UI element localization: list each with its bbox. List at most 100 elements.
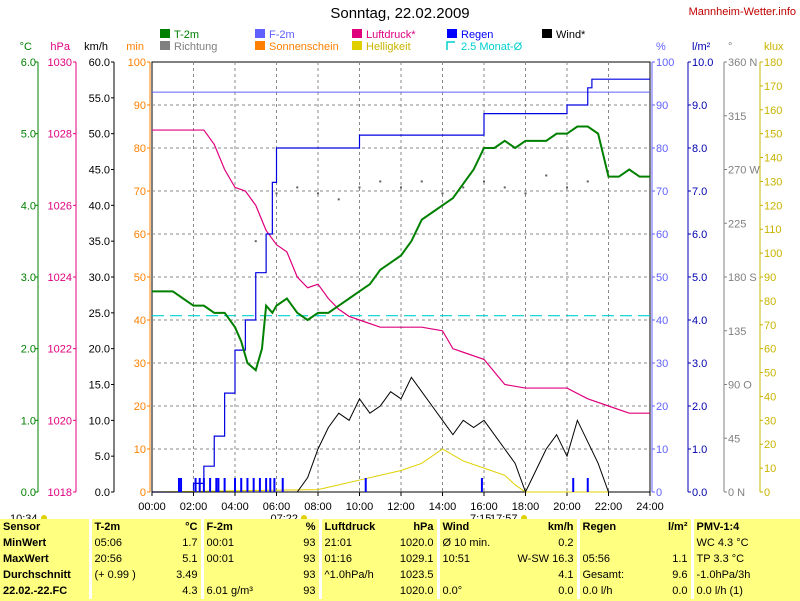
time-tick-label: 14:00 (429, 501, 457, 513)
tick-label-sunmin: 40 (134, 315, 146, 327)
tick-label-lux: 60 (764, 344, 776, 356)
stats-value: 3.49 (176, 569, 198, 581)
time-tick-label: 16:00 (470, 501, 498, 513)
tick-label-humidity: 40 (656, 315, 668, 327)
tick-label-pressure: 1028 (48, 129, 72, 141)
wind-direction-point (545, 174, 548, 177)
tick-label-humidity: 20 (656, 401, 668, 413)
tick-label-wind: 40.0 (89, 200, 110, 212)
tick-label-rain: 8.0 (692, 143, 707, 155)
stats-value: 1.1 (672, 553, 688, 565)
wind-direction-point (503, 186, 506, 189)
legend-label: 2.5 Monat-Ø (461, 41, 523, 53)
tick-label-humidity: 50 (656, 272, 668, 284)
stats-value: 0.2 (558, 537, 574, 549)
mid-label: 7:15 (470, 513, 491, 519)
stats-header: F-2m (200, 519, 264, 535)
legend-label: Regen (461, 29, 493, 41)
tick-label-lux: 40 (764, 391, 776, 403)
tick-label-lux: 10 (764, 463, 776, 475)
tick-label-sunmin: 50 (134, 272, 146, 284)
stats-cell: 01:16 (318, 551, 382, 567)
stats-value: 4.3 (182, 585, 198, 597)
time-tick-label: 18:00 (512, 501, 540, 513)
wind-direction-point (254, 240, 257, 243)
axis-unit-dir: ° (728, 41, 732, 53)
stats-value: 0.0 (558, 585, 574, 597)
stats-value: W-SW 16.3 (517, 553, 574, 565)
wind-direction-point (337, 198, 340, 201)
tick-label-dir: 90 O (728, 380, 752, 392)
tick-label-rain: 1.0 (692, 444, 707, 456)
stats-cell: 05:56 (576, 551, 640, 567)
stats-value: 93 (303, 553, 316, 565)
stats-cell: ^1.0hPa/h (318, 567, 382, 583)
legend-swatch (160, 29, 170, 38)
stats-value: 1023.5 (399, 569, 434, 581)
tick-label-pressure: 1018 (48, 487, 72, 499)
time-tick-label: 00:00 (138, 501, 166, 513)
stats-row: 22.02.-22.FC 4.3 6.01 g/m³ 93 1020.0 0.0° 0.0 0… (0, 583, 800, 599)
tick-label-sunmin: 100 (128, 57, 146, 69)
sunrise-icon (301, 515, 307, 519)
tick-label-sunmin: 60 (134, 229, 146, 241)
wind-direction-point (524, 192, 527, 195)
tick-label-wind: 50.0 (89, 129, 110, 141)
axis-unit-wind: km/h (84, 41, 108, 53)
site-link[interactable]: Mannheim-Wetter.info (688, 6, 796, 18)
tick-label-wind: 30.0 (89, 272, 110, 284)
stats-cell: 21:01 (318, 535, 382, 551)
stats-value: 5.1 (182, 553, 198, 565)
tick-label-humidity: 30 (656, 358, 668, 370)
stats-header-unit: hPa (413, 521, 434, 533)
legend-label: Richtung (174, 41, 217, 53)
stats-value: 93 (303, 537, 316, 549)
tick-label-rain: 3.0 (692, 358, 707, 370)
tick-label-wind: 25.0 (89, 308, 110, 320)
stats-cell: 6.01 g/m³ (200, 583, 264, 599)
legend-swatch (255, 29, 265, 38)
stats-cell: 00:01 (200, 535, 264, 551)
tick-label-humidity: 70 (656, 186, 668, 198)
tick-label-sunmin: 90 (134, 100, 146, 112)
legend-label: F-2m (269, 29, 295, 41)
tick-label-lux: 80 (764, 296, 776, 308)
legend-swatch (352, 41, 362, 50)
tick-label-sunmin: 30 (134, 358, 146, 370)
stats-header: PMV-1:4 (690, 519, 800, 535)
stats-row-label: MinWert (3, 537, 47, 549)
sunset-icon (521, 515, 527, 519)
legend-label: T-2m (174, 29, 199, 41)
tick-label-wind: 0.0 (95, 487, 110, 499)
time-tick-label: 08:00 (304, 501, 332, 513)
stats-cell: Ø 10 min. (436, 535, 500, 551)
stats-cell: 00:01 (200, 551, 264, 567)
stats-header: Wind (436, 519, 500, 535)
stats-header-unit: % (305, 521, 316, 533)
stats-cell: (+ 0.99 ) (88, 567, 152, 583)
tick-label-lux: 90 (764, 272, 776, 284)
stats-cell: Gesamt: (576, 567, 640, 583)
tick-label-rain: 5.0 (692, 272, 707, 284)
time-tick-label: 20:00 (553, 501, 581, 513)
stats-value: 9.6 (672, 569, 688, 581)
wind-line (152, 376, 650, 494)
now-label: 10:34 (10, 513, 38, 519)
stats-cell: 0.0 l/h (576, 583, 640, 599)
stats-cell: WC 4.3 °C (690, 535, 800, 551)
wind-direction-point (483, 180, 485, 183)
temperature-line (152, 125, 650, 372)
pressure-line (152, 129, 650, 414)
sunrise-label: 07:22 (270, 513, 298, 519)
tick-label-lux: 180 (764, 57, 782, 69)
tick-label-temp: 2.0 (21, 344, 36, 356)
tick-label-lux: 130 (764, 176, 782, 188)
wind-direction-point (420, 180, 423, 183)
tick-label-lux: 30 (764, 415, 776, 427)
tick-label-sunmin: 10 (134, 444, 146, 456)
tick-label-wind: 55.0 (89, 93, 110, 105)
tick-label-dir: 180 S (728, 272, 757, 284)
tick-label-wind: 60.0 (89, 57, 110, 69)
stats-header: T-2m (88, 519, 152, 535)
tick-label-temp: 3.0 (21, 272, 36, 284)
